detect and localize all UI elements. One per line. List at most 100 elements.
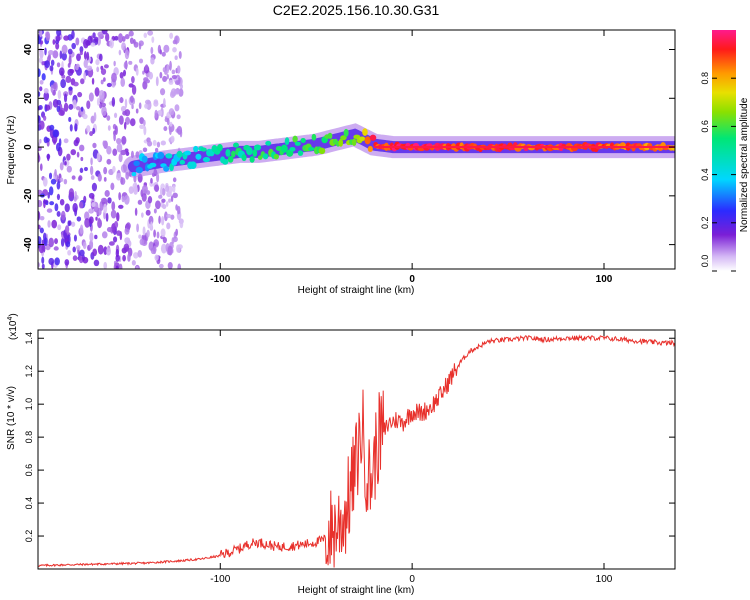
snr-ytick-label: 1.0 — [24, 398, 34, 411]
noise-blob — [154, 184, 160, 192]
ridge-blob — [297, 150, 304, 156]
noise-blob — [153, 100, 159, 107]
snr-ytick-label: 1.4 — [24, 332, 34, 345]
noise-blob — [38, 199, 43, 208]
noise-blob — [79, 144, 85, 152]
noise-blob — [82, 256, 89, 264]
colorbar-tick-label: 0.8 — [700, 72, 710, 85]
noise-blob — [118, 192, 122, 201]
noise-blob — [41, 263, 45, 269]
noise-blob — [128, 186, 134, 194]
noise-blob — [161, 51, 166, 57]
noise-blob — [162, 75, 168, 82]
noise-blob — [170, 135, 175, 143]
noise-blob — [116, 172, 122, 181]
noise-blob — [64, 203, 70, 213]
noise-blob — [92, 127, 96, 135]
ridge-blob — [265, 140, 272, 146]
noise-blob — [42, 115, 47, 121]
spectrogram-panel: -100 0 100 -40 -20 0 20 40 Height of straight l… — [6, 29, 676, 296]
colorbar-tick-label: 0.2 — [700, 217, 710, 230]
noise-blob — [80, 156, 84, 162]
noise-blob — [174, 80, 181, 86]
noise-blob — [44, 47, 47, 56]
noise-blob — [153, 229, 156, 238]
noise-blob — [133, 252, 139, 259]
noise-blob — [52, 98, 59, 108]
noise-blob — [141, 212, 144, 218]
noise-blob — [128, 83, 134, 88]
noise-blob — [79, 51, 83, 56]
spectrogram-xlabel: Height of straight line (km) — [298, 285, 415, 296]
noise-blob — [131, 260, 136, 266]
noise-blob — [38, 243, 45, 254]
noise-blob — [125, 116, 131, 125]
snr-xtick-label: 100 — [596, 574, 613, 585]
noise-blob — [50, 84, 54, 94]
ridge-blob — [362, 128, 368, 136]
noise-blob — [79, 249, 85, 257]
noise-blob — [118, 153, 123, 163]
noise-blob — [39, 138, 42, 144]
noise-blob — [119, 97, 124, 103]
noise-blob — [43, 88, 49, 94]
ridge-blob — [165, 153, 173, 159]
noise-blob — [141, 184, 148, 194]
noise-blob — [83, 51, 87, 60]
spectrogram-ylabel: Frequency (Hz) — [6, 116, 17, 185]
noise-blob — [68, 86, 73, 91]
ridge-blob — [262, 153, 269, 160]
noise-blob — [107, 197, 112, 204]
noise-blob — [46, 208, 53, 213]
colorbar-tick-label: 0.4 — [700, 168, 710, 181]
noise-blob — [69, 69, 75, 74]
noise-blob — [129, 95, 134, 103]
noise-blob — [129, 37, 134, 45]
noise-blob — [94, 87, 100, 97]
noise-blob — [53, 246, 59, 251]
noise-blob — [52, 82, 57, 90]
noise-blob — [90, 175, 95, 180]
figure-title: C2E2.2025.156.10.30.G31 — [273, 2, 440, 18]
noise-blob — [86, 65, 93, 71]
noise-blob — [72, 202, 78, 213]
noise-blob — [114, 35, 119, 41]
noise-blob — [148, 241, 154, 251]
noise-blob — [171, 74, 178, 80]
noise-blob — [118, 115, 124, 125]
ridge-blob — [369, 134, 377, 141]
noise-blob — [166, 73, 169, 80]
noise-blob — [111, 201, 116, 211]
ridge-blob — [364, 136, 371, 145]
noise-blob — [63, 35, 70, 41]
noise-blob — [119, 263, 123, 269]
noise-blob — [84, 218, 91, 228]
noise-blob — [63, 93, 68, 103]
colorbar-tick-label: 0.0 — [700, 255, 710, 268]
noise-blob — [106, 227, 113, 233]
noise-blob — [38, 236, 42, 245]
snr-series-line — [38, 334, 675, 568]
noise-blob — [86, 100, 91, 110]
snr-ytick-label: 0.6 — [24, 464, 34, 477]
noise-blob — [78, 175, 83, 181]
noise-blob — [100, 68, 107, 75]
noise-blob — [39, 227, 44, 234]
noise-blob — [89, 239, 94, 250]
noise-blob — [141, 192, 147, 202]
noise-blob — [150, 177, 153, 184]
noise-blob — [101, 106, 107, 117]
noise-blob — [86, 51, 90, 61]
noise-blob — [147, 140, 153, 147]
noise-blob — [48, 237, 54, 248]
noise-blob — [60, 237, 65, 247]
noise-blob — [150, 57, 155, 65]
noise-blob — [158, 263, 164, 269]
noise-blob — [166, 222, 171, 230]
noise-blob — [76, 53, 81, 62]
noise-blob — [38, 68, 41, 77]
noise-blob — [139, 238, 145, 246]
noise-blob — [159, 88, 166, 96]
noise-blob — [42, 177, 48, 187]
snr-exponent-close: ) — [8, 313, 19, 316]
